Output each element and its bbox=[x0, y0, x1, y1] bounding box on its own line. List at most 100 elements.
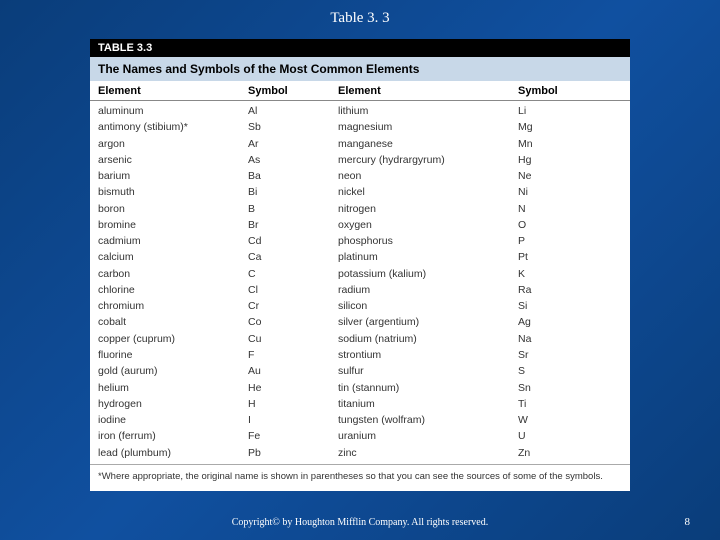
cell-element: lithium bbox=[338, 103, 518, 119]
cell-element: bismuth bbox=[98, 184, 248, 200]
table-row: cadmiumCdphosphorusP bbox=[98, 233, 622, 249]
cell-symbol: Pb bbox=[248, 445, 338, 461]
cell-element: zinc bbox=[338, 445, 518, 461]
table-row: calciumCaplatinumPt bbox=[98, 249, 622, 265]
table-row: copper (cuprum)Cusodium (natrium)Na bbox=[98, 331, 622, 347]
cell-element: boron bbox=[98, 201, 248, 217]
elements-table: TABLE 3.3 The Names and Symbols of the M… bbox=[90, 39, 630, 491]
cell-symbol: Ba bbox=[248, 168, 338, 184]
cell-symbol: P bbox=[518, 233, 608, 249]
table-caption: The Names and Symbols of the Most Common… bbox=[90, 57, 630, 81]
cell-element: uranium bbox=[338, 428, 518, 444]
cell-element: silver (argentium) bbox=[338, 314, 518, 330]
cell-symbol: N bbox=[518, 201, 608, 217]
cell-symbol: Mn bbox=[518, 136, 608, 152]
table-row: gold (aurum)AusulfurS bbox=[98, 363, 622, 379]
cell-element: tungsten (wolfram) bbox=[338, 412, 518, 428]
cell-symbol: Al bbox=[248, 103, 338, 119]
cell-symbol: Cr bbox=[248, 298, 338, 314]
cell-element: oxygen bbox=[338, 217, 518, 233]
cell-symbol: Ag bbox=[518, 314, 608, 330]
cell-symbol: Li bbox=[518, 103, 608, 119]
table-footnote: *Where appropriate, the original name is… bbox=[90, 464, 630, 491]
cell-symbol: Ca bbox=[248, 249, 338, 265]
cell-symbol: Mg bbox=[518, 119, 608, 135]
cell-symbol: Pt bbox=[518, 249, 608, 265]
cell-symbol: B bbox=[248, 201, 338, 217]
cell-symbol: Ar bbox=[248, 136, 338, 152]
header-symbol-1: Symbol bbox=[248, 85, 338, 97]
cell-element: sodium (natrium) bbox=[338, 331, 518, 347]
table-row: iodineItungsten (wolfram)W bbox=[98, 412, 622, 428]
cell-element: potassium (kalium) bbox=[338, 266, 518, 282]
table-row: fluorineFstrontiumSr bbox=[98, 347, 622, 363]
cell-symbol: F bbox=[248, 347, 338, 363]
cell-element: argon bbox=[98, 136, 248, 152]
cell-symbol: Cu bbox=[248, 331, 338, 347]
cell-element: cobalt bbox=[98, 314, 248, 330]
cell-symbol: U bbox=[518, 428, 608, 444]
cell-element: manganese bbox=[338, 136, 518, 152]
slide-title: Table 3. 3 bbox=[0, 0, 720, 27]
cell-symbol: Hg bbox=[518, 152, 608, 168]
cell-element: titanium bbox=[338, 396, 518, 412]
table-row: heliumHetin (stannum)Sn bbox=[98, 380, 622, 396]
cell-symbol: Co bbox=[248, 314, 338, 330]
cell-element: lead (plumbum) bbox=[98, 445, 248, 461]
table-row: chlorineClradiumRa bbox=[98, 282, 622, 298]
cell-symbol: Ti bbox=[518, 396, 608, 412]
cell-symbol: Na bbox=[518, 331, 608, 347]
table-row: antimony (stibium)*SbmagnesiumMg bbox=[98, 119, 622, 135]
table-row: bariumBaneonNe bbox=[98, 168, 622, 184]
cell-symbol: Br bbox=[248, 217, 338, 233]
header-element-1: Element bbox=[98, 85, 248, 97]
cell-element: mercury (hydrargyrum) bbox=[338, 152, 518, 168]
table-body: aluminumAllithiumLiantimony (stibium)*Sb… bbox=[90, 101, 630, 461]
cell-element: iodine bbox=[98, 412, 248, 428]
cell-symbol: C bbox=[248, 266, 338, 282]
table-row: bismuthBinickelNi bbox=[98, 184, 622, 200]
table-row: boronBnitrogenN bbox=[98, 201, 622, 217]
cell-symbol: O bbox=[518, 217, 608, 233]
copyright-text: Copyright© by Houghton Mifflin Company. … bbox=[0, 517, 720, 528]
table-label: TABLE 3.3 bbox=[90, 39, 160, 57]
cell-symbol: H bbox=[248, 396, 338, 412]
cell-symbol: Bi bbox=[248, 184, 338, 200]
cell-symbol: K bbox=[518, 266, 608, 282]
cell-symbol: Sb bbox=[248, 119, 338, 135]
cell-element: magnesium bbox=[338, 119, 518, 135]
cell-element: antimony (stibium)* bbox=[98, 119, 248, 135]
cell-symbol: Fe bbox=[248, 428, 338, 444]
table-row: bromineBroxygenO bbox=[98, 217, 622, 233]
table-header-row: Element Symbol Element Symbol bbox=[90, 81, 630, 101]
cell-symbol: I bbox=[248, 412, 338, 428]
table-row: arsenicAsmercury (hydrargyrum)Hg bbox=[98, 152, 622, 168]
cell-element: tin (stannum) bbox=[338, 380, 518, 396]
cell-element: calcium bbox=[98, 249, 248, 265]
cell-element: bromine bbox=[98, 217, 248, 233]
cell-symbol: Au bbox=[248, 363, 338, 379]
cell-element: chlorine bbox=[98, 282, 248, 298]
cell-symbol: Si bbox=[518, 298, 608, 314]
table-row: argonArmanganeseMn bbox=[98, 136, 622, 152]
cell-element: barium bbox=[98, 168, 248, 184]
cell-element: carbon bbox=[98, 266, 248, 282]
cell-symbol: Sr bbox=[518, 347, 608, 363]
cell-element: arsenic bbox=[98, 152, 248, 168]
cell-element: nickel bbox=[338, 184, 518, 200]
header-element-2: Element bbox=[338, 85, 518, 97]
table-row: hydrogenHtitaniumTi bbox=[98, 396, 622, 412]
cell-element: gold (aurum) bbox=[98, 363, 248, 379]
cell-element: cadmium bbox=[98, 233, 248, 249]
cell-symbol: Ne bbox=[518, 168, 608, 184]
table-row: chromiumCrsiliconSi bbox=[98, 298, 622, 314]
cell-symbol: Ni bbox=[518, 184, 608, 200]
cell-symbol: He bbox=[248, 380, 338, 396]
table-row: iron (ferrum)FeuraniumU bbox=[98, 428, 622, 444]
table-row: cobaltCosilver (argentium)Ag bbox=[98, 314, 622, 330]
cell-element: helium bbox=[98, 380, 248, 396]
cell-element: silicon bbox=[338, 298, 518, 314]
table-row: carbonCpotassium (kalium)K bbox=[98, 266, 622, 282]
cell-element: chromium bbox=[98, 298, 248, 314]
cell-element: phosphorus bbox=[338, 233, 518, 249]
